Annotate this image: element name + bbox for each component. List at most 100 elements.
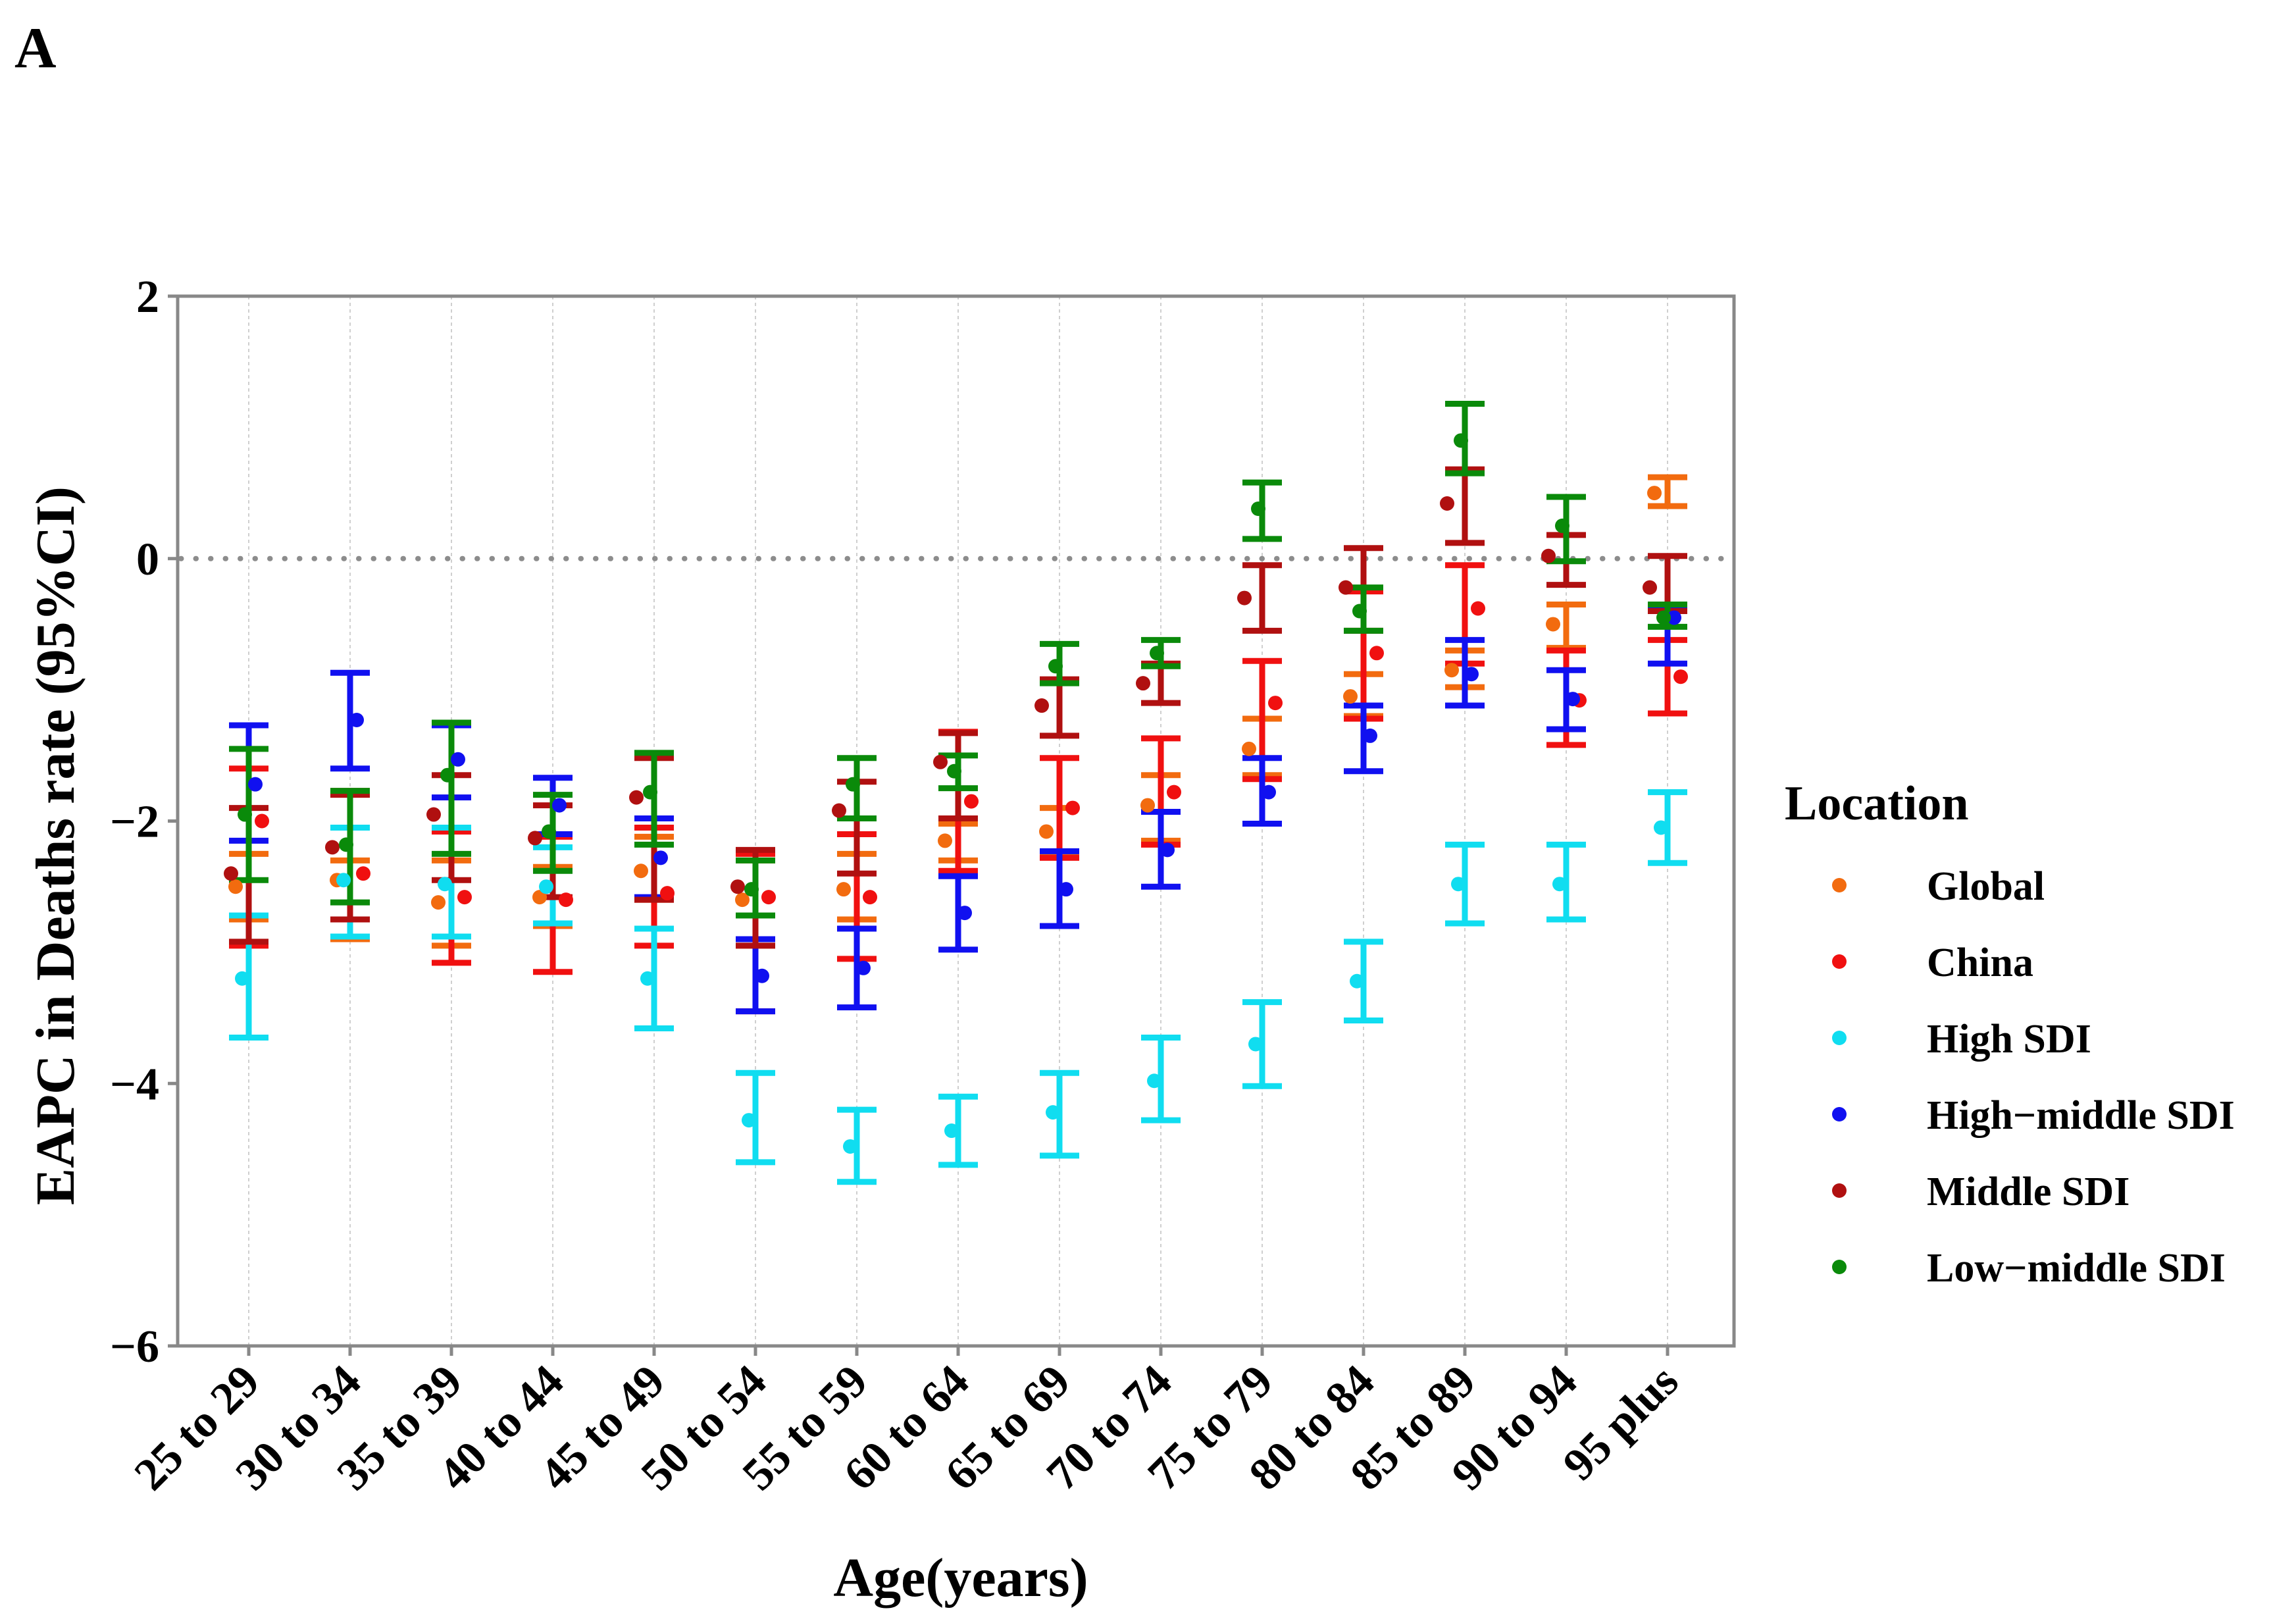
data-point	[964, 794, 979, 809]
data-point	[431, 895, 446, 910]
data-point	[1654, 820, 1668, 835]
data-point	[1363, 728, 1377, 743]
data-point	[843, 1139, 857, 1154]
data-point	[863, 890, 877, 905]
data-point	[1673, 669, 1688, 684]
data-point	[1350, 973, 1364, 989]
data-point	[1147, 1073, 1161, 1089]
data-point	[238, 807, 252, 822]
data-point	[552, 798, 567, 813]
data-point	[457, 890, 472, 905]
legend-item: High SDI	[1832, 1017, 2091, 1062]
data-point	[1065, 800, 1080, 815]
y-axis-title: EAPC in Deaths rate (95%CI)	[25, 486, 86, 1205]
data-point	[933, 754, 948, 769]
data-point	[846, 777, 860, 792]
data-point	[255, 813, 269, 829]
data-point	[938, 833, 952, 848]
data-point	[532, 890, 547, 905]
x-tick-label: 95 plus	[1554, 1356, 1688, 1490]
data-point	[440, 767, 455, 783]
data-point	[1440, 496, 1454, 511]
legend-marker	[1832, 1183, 1847, 1198]
data-point	[235, 971, 249, 986]
legend-marker	[1832, 954, 1847, 969]
data-point	[336, 873, 351, 888]
error-bars	[229, 400, 1687, 1185]
data-point	[1140, 798, 1155, 813]
data-point	[755, 968, 769, 983]
panel-label: A	[14, 16, 57, 80]
data-point	[1643, 580, 1657, 595]
data-point	[542, 824, 556, 839]
legend-label: High−middle SDI	[1927, 1093, 2235, 1138]
data-point	[1150, 646, 1164, 661]
data-point	[1471, 601, 1485, 616]
data-point	[1451, 877, 1466, 892]
data-point	[224, 866, 238, 881]
data-point	[1237, 590, 1252, 605]
data-point	[1242, 741, 1256, 756]
legend-item: Global	[1832, 864, 2045, 909]
legend-item: Middle SDI	[1832, 1170, 2130, 1214]
data-point	[228, 879, 243, 894]
legend-item: China	[1832, 940, 2033, 985]
legend-marker	[1832, 1260, 1847, 1274]
data-point	[957, 906, 972, 921]
data-point	[451, 752, 465, 767]
legend-label: China	[1927, 940, 2033, 985]
data-point	[1167, 785, 1181, 800]
data-point	[856, 960, 871, 975]
data-point	[653, 850, 668, 865]
data-point	[1160, 842, 1175, 858]
y-tick-label: 2	[136, 272, 159, 322]
x-axis-title: Age(years)	[833, 1547, 1088, 1609]
data-point	[1262, 785, 1276, 800]
legend-marker	[1832, 1107, 1847, 1121]
data-point	[1251, 501, 1265, 516]
data-point	[1667, 610, 1681, 625]
data-point	[248, 777, 263, 792]
data-point	[1343, 689, 1358, 704]
legend-label: Middle SDI	[1927, 1170, 2130, 1214]
data-point	[1268, 696, 1283, 711]
data-point	[1059, 882, 1073, 897]
y-tick-label: −6	[110, 1322, 159, 1372]
legend-item: High−middle SDI	[1832, 1093, 2235, 1138]
legend-marker	[1832, 1031, 1847, 1045]
data-point	[629, 790, 644, 805]
data-point	[730, 879, 745, 894]
data-point	[1464, 667, 1479, 682]
data-points	[224, 433, 1688, 1154]
legend-item: Low−middle SDI	[1832, 1246, 2226, 1291]
data-point	[944, 1123, 959, 1139]
data-point	[744, 882, 759, 897]
legend: Location Global China High SDI High−middle …	[1785, 777, 2235, 1291]
legend-marker	[1832, 878, 1847, 892]
data-point	[735, 892, 750, 908]
data-point	[634, 863, 648, 879]
legend-label: High SDI	[1927, 1017, 2091, 1062]
legend-title: Location	[1785, 777, 1969, 831]
data-point	[832, 803, 846, 818]
data-point	[539, 879, 553, 894]
data-point	[742, 1113, 756, 1128]
legend-label: Global	[1927, 864, 2045, 909]
error-bar	[1242, 562, 1282, 634]
error-bar	[634, 750, 674, 848]
data-point	[528, 831, 542, 846]
data-point	[1656, 610, 1671, 625]
error-bar	[432, 719, 471, 857]
data-point	[559, 892, 573, 908]
data-point	[1454, 433, 1468, 448]
data-point	[1034, 698, 1049, 713]
error-bar	[1648, 474, 1687, 509]
data-point	[1352, 604, 1367, 619]
data-point	[1136, 676, 1150, 691]
data-point	[761, 890, 776, 905]
data-point	[426, 807, 441, 822]
legend-items: Global China High SDI High−middle SDI Middle…	[1832, 864, 2235, 1291]
y-tick-label: −4	[110, 1059, 159, 1110]
data-point	[1048, 659, 1063, 674]
